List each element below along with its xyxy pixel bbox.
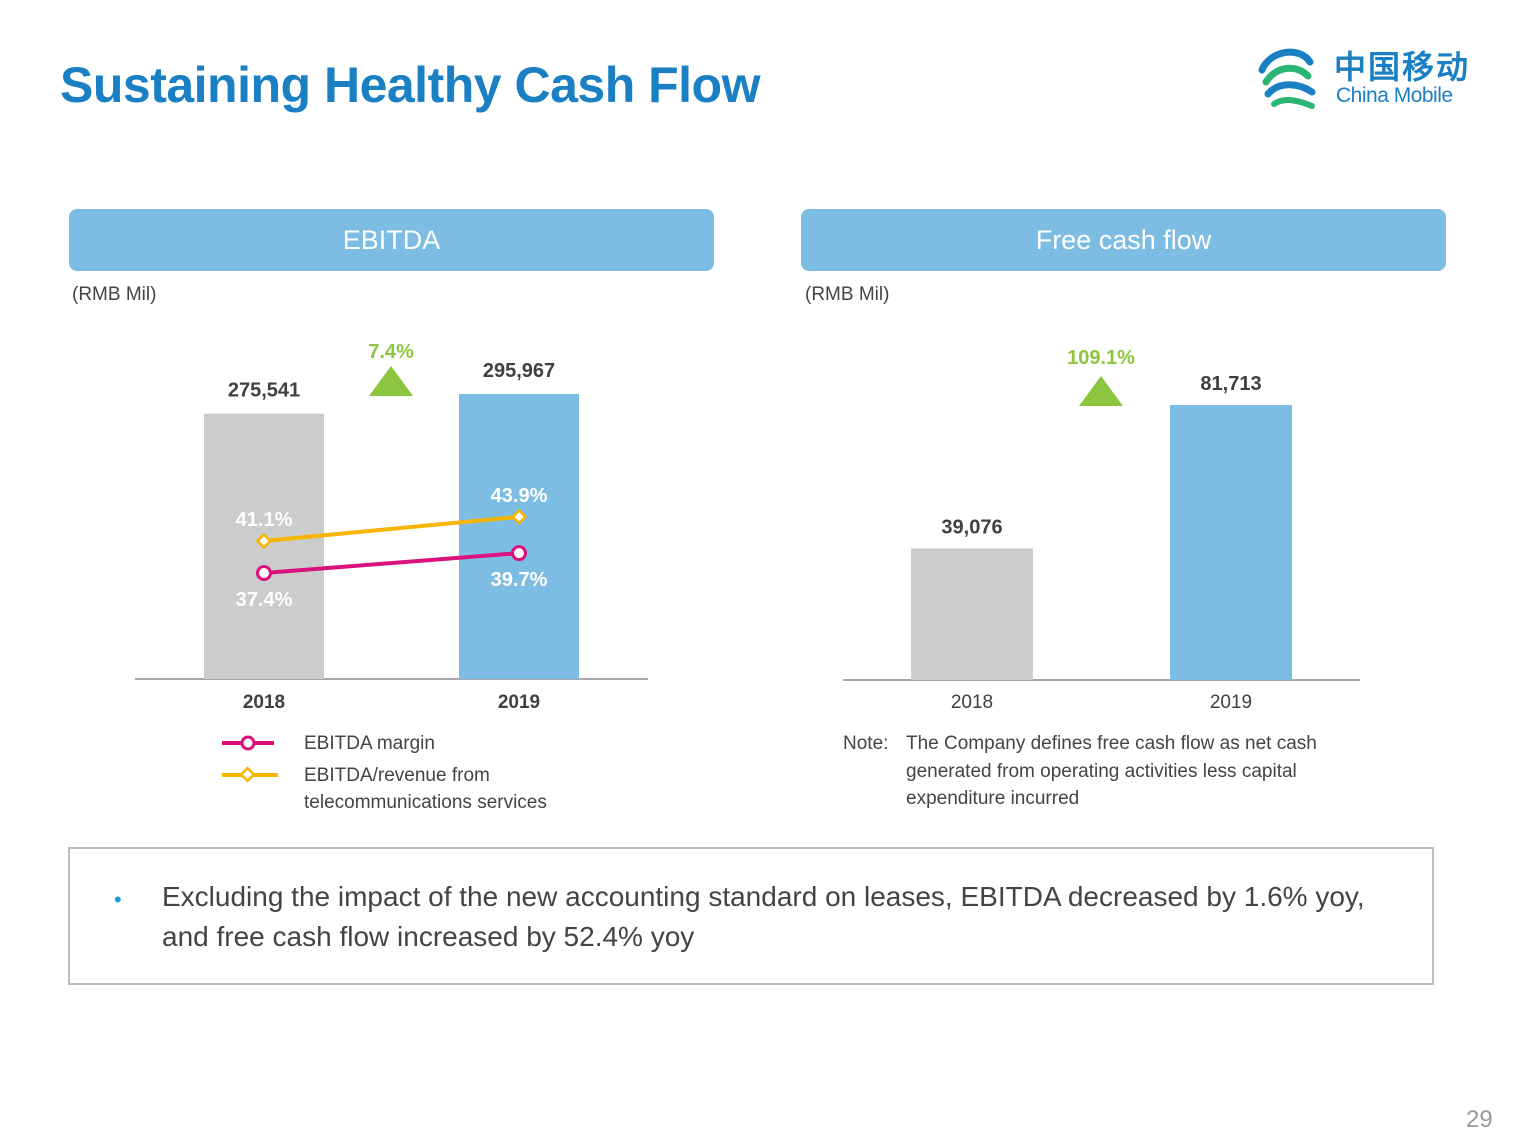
china-mobile-swirl-icon	[1258, 48, 1316, 109]
ebitda-margin-label-2019: 39.7%	[491, 569, 548, 591]
ebitda-growth-label: 7.4%	[368, 341, 414, 363]
ebitda-revenue-ratio-line	[263, 514, 520, 543]
fcf-note-head: Note:	[843, 733, 889, 754]
ebitda-margin-line	[263, 551, 520, 575]
ebitda-unit-label: (RMB Mil)	[72, 284, 157, 305]
legend-item-margin: EBITDA margin	[220, 730, 640, 760]
ebitda-growth-up-arrow-icon	[369, 366, 413, 396]
fcf-value-label-2018: 39,076	[941, 516, 1002, 538]
fcf-growth-label: 109.1%	[1067, 347, 1135, 369]
ebitda-tick-label-2019: 2019	[498, 692, 540, 713]
ebitda-revenue-ratio-point-2019	[510, 508, 528, 525]
summary-box: • Excluding the impact of the new accoun…	[68, 847, 1434, 985]
legend-margin-marker-icon	[222, 735, 274, 751]
ebitda-value-label-2019: 295,967	[483, 360, 555, 382]
legend-label-revenue-ratio-line2: telecommunications services	[304, 792, 547, 813]
fcf-tick-label-2018: 2018	[951, 692, 993, 713]
legend-label-revenue-ratio-line1: EBITDA/revenue from	[304, 765, 490, 786]
fcf-growth-up-arrow-icon	[1079, 376, 1123, 406]
ebitda-chart: 275,541 295,967 2018 2019 7.4% 41.1% 43.…	[135, 341, 648, 713]
page-number: 29	[1466, 1106, 1493, 1133]
legend-item-revenue-ratio: EBITDA/revenue from telecommunications s…	[220, 760, 640, 820]
summary-bullet-text: Excluding the impact of the new accounti…	[162, 881, 1365, 952]
fcf-unit-label: (RMB Mil)	[805, 284, 890, 305]
china-mobile-logo: 中国移动 China Mobile	[1252, 40, 1482, 114]
logo-chinese-text: 中国移动	[1334, 49, 1471, 85]
ebitda-revenue-ratio-point-2018	[255, 532, 273, 550]
ebitda-revenue-ratio-label-2019: 43.9%	[491, 485, 548, 507]
ebitda-margin-label-2018: 37.4%	[236, 589, 293, 611]
ebitda-bar-2019	[459, 394, 579, 679]
fcf-chart: 39,076 81,713 2018 2019 109.1%	[843, 347, 1360, 713]
ebitda-header: EBITDA	[69, 209, 714, 271]
logo-english-text: China Mobile	[1336, 84, 1453, 107]
fcf-tick-label-2019: 2019	[1210, 692, 1252, 713]
ebitda-tick-label-2018: 2018	[243, 692, 285, 713]
ebitda-margin-point-2019	[511, 545, 527, 562]
page-title: Sustaining Healthy Cash Flow	[60, 57, 761, 113]
fcf-header: Free cash flow	[801, 209, 1446, 271]
legend-label-margin: EBITDA margin	[304, 733, 435, 754]
fcf-value-label-2019: 81,713	[1200, 373, 1261, 395]
ebitda-margin-point-2018	[256, 565, 272, 581]
ebitda-value-label-2018: 275,541	[228, 380, 300, 402]
legend-revenue-ratio-marker-icon	[222, 766, 278, 783]
fcf-note-body: The Company defines free cash flow as ne…	[906, 733, 1317, 809]
ebitda-legend: EBITDA margin EBITDA/revenue from teleco…	[220, 730, 640, 820]
bullet-dot-icon: •	[114, 887, 122, 912]
fcf-bar-2018	[911, 548, 1033, 680]
ebitda-revenue-ratio-label-2018: 41.1%	[236, 509, 293, 531]
fcf-bar-2019	[1170, 405, 1292, 680]
